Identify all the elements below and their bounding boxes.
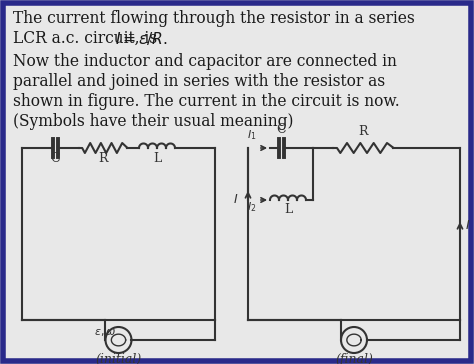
- Text: R: R: [98, 152, 108, 165]
- FancyBboxPatch shape: [3, 3, 471, 361]
- Text: LCR a.c. circuit, is: LCR a.c. circuit, is: [13, 30, 162, 47]
- Text: $I_1$: $I_1$: [247, 128, 257, 142]
- Text: $I$: $I$: [465, 219, 470, 232]
- Text: (initial): (initial): [95, 353, 142, 364]
- Text: $I$: $I$: [233, 193, 239, 206]
- Text: C: C: [50, 152, 60, 165]
- Text: (Symbols have their usual meaning): (Symbols have their usual meaning): [13, 113, 293, 130]
- Text: The current flowing through the resistor in a series: The current flowing through the resistor…: [13, 10, 415, 27]
- Text: C: C: [276, 123, 286, 136]
- Text: L: L: [284, 203, 292, 216]
- Text: $I_2$: $I_2$: [247, 200, 257, 214]
- Text: L: L: [153, 152, 161, 165]
- Text: $\mathit{I} = \varepsilon/R.$: $\mathit{I} = \varepsilon/R.$: [115, 30, 168, 47]
- Text: parallel and joined in series with the resistor as: parallel and joined in series with the r…: [13, 73, 385, 90]
- Text: (final): (final): [335, 353, 373, 364]
- Text: R: R: [358, 125, 368, 138]
- Text: Now the inductor and capacitor are connected in: Now the inductor and capacitor are conne…: [13, 53, 397, 70]
- Text: shown in figure. The current in the circuit is now.: shown in figure. The current in the circ…: [13, 93, 400, 110]
- Text: $\varepsilon, \omega$: $\varepsilon, \omega$: [94, 327, 117, 337]
